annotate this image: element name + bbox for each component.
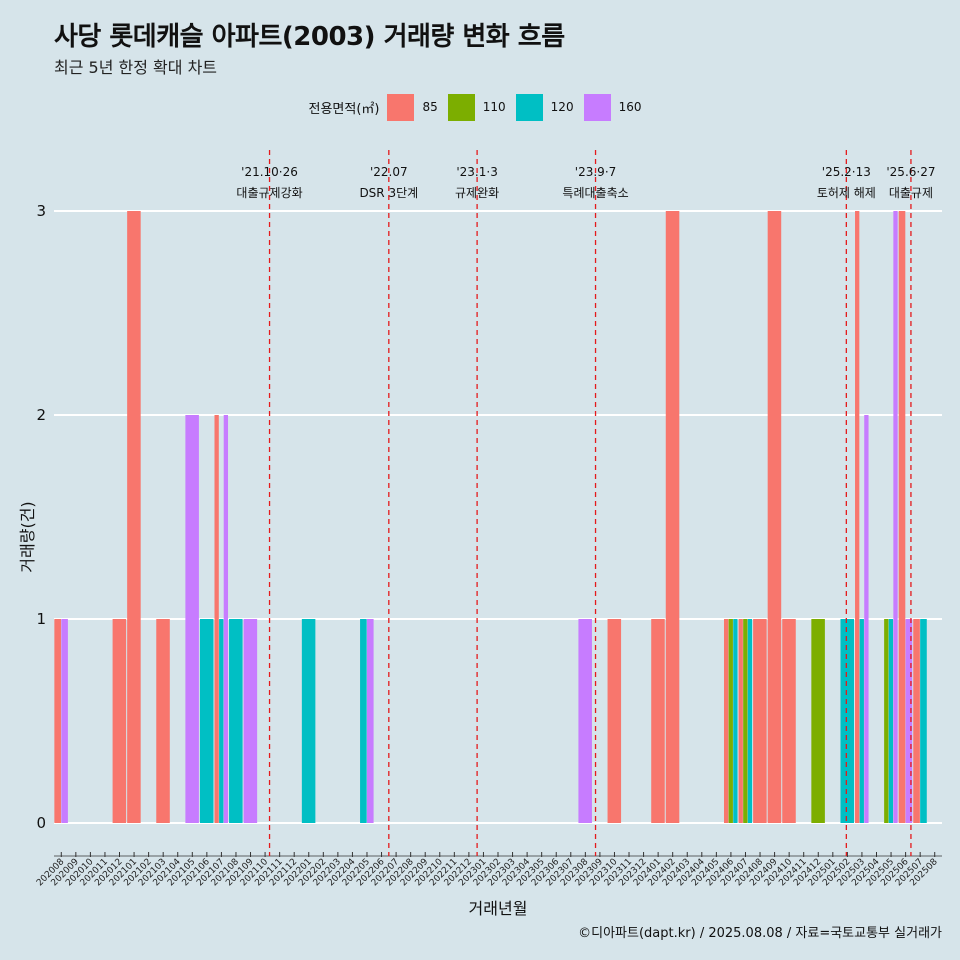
event-date-label: '25.2·13 xyxy=(822,165,871,179)
bar-202402-85 xyxy=(665,211,680,823)
legend-swatch-110 xyxy=(447,93,475,121)
bar-202407-85 xyxy=(738,619,743,823)
legend-item-120: 120 xyxy=(515,93,574,121)
event-text-label: 규제완화 xyxy=(455,186,499,200)
legend-title: 전용면적(㎡) xyxy=(308,101,380,117)
bar-202308-160 xyxy=(578,619,592,823)
event-date-label: '23.1·3 xyxy=(456,165,497,179)
event-date-label: '23.9·7 xyxy=(575,165,616,179)
bar-202101-85 xyxy=(127,211,141,823)
bar-202505-110 xyxy=(884,619,889,823)
bar-202505-120 xyxy=(888,619,894,823)
event-text-label: DSR 3단계 xyxy=(359,186,418,200)
bar-202105-160 xyxy=(185,415,199,823)
bar-202412-110 xyxy=(811,619,825,823)
bar-202106-120 xyxy=(199,619,214,823)
bar-202503-120 xyxy=(859,619,864,823)
bar-202205-120 xyxy=(360,619,367,823)
bar-202201-120 xyxy=(301,619,316,823)
y-tick-label: 3 xyxy=(36,202,46,220)
legend-label-110: 110 xyxy=(482,100,506,114)
source-caption: ©디아파트(dapt.kr) / 2025.08.08 / 자료=국토교통부 실… xyxy=(578,926,942,941)
event-text-label: 대출규제강화 xyxy=(236,186,302,200)
bar-202407-120 xyxy=(747,619,753,823)
chart-title: 사당 롯데캐슬 아파트(2003) 거래량 변화 흐름 xyxy=(54,22,565,52)
event-text-label: 토허제 해제 xyxy=(817,186,876,200)
y-tick-label: 1 xyxy=(36,610,46,628)
bar-202109-160 xyxy=(243,619,258,823)
event-text-label: 대출규제 xyxy=(889,186,933,200)
legend-label-120: 120 xyxy=(550,100,574,114)
bar-202409-85 xyxy=(767,211,782,823)
bar-202008-85 xyxy=(54,619,61,823)
bar-202108-120 xyxy=(229,619,243,823)
bar-202506-85 xyxy=(898,211,906,823)
bar-202205-160 xyxy=(366,619,374,823)
bar-202401-85 xyxy=(651,619,665,823)
bar-202410-85 xyxy=(782,619,796,823)
bar-202506-160 xyxy=(905,619,913,823)
event-date-label: '22.07 xyxy=(370,165,408,179)
bar-202507-120 xyxy=(920,619,927,823)
legend-item-85: 85 xyxy=(387,93,438,121)
bar-202107-85 xyxy=(214,415,219,823)
bar-202406-110 xyxy=(728,619,733,823)
bar-202310-85 xyxy=(607,619,622,823)
legend-item-160: 160 xyxy=(583,93,642,121)
bar-202502-120 xyxy=(840,619,854,823)
bar-202406-120 xyxy=(733,619,738,823)
legend-label-160: 160 xyxy=(618,100,642,114)
event-date-label: '21.10·26 xyxy=(241,165,298,179)
legend-swatch-85 xyxy=(387,93,415,121)
chart-subtitle: 최근 5년 한정 확대 차트 xyxy=(54,58,218,77)
bar-202008-160 xyxy=(61,619,68,823)
legend-item-110: 110 xyxy=(447,93,506,121)
x-axis-title: 거래년월 xyxy=(469,899,528,918)
legend-swatch-160 xyxy=(583,93,611,121)
bar-202503-85 xyxy=(855,211,860,823)
bar-202505-160 xyxy=(893,211,898,823)
legend: 전용면적(㎡) 85 110 120 160 xyxy=(0,93,960,121)
legend-label-85: 85 xyxy=(422,100,438,114)
event-date-label: '25.6·27 xyxy=(886,165,935,179)
legend-swatch-120 xyxy=(515,93,543,121)
y-tick-label: 0 xyxy=(36,814,46,832)
bar-202103-85 xyxy=(156,619,170,823)
bar-202406-85 xyxy=(724,619,729,823)
bar-202408-85 xyxy=(753,619,767,823)
y-axis-title: 거래량(건) xyxy=(18,501,37,572)
bar-202407-110 xyxy=(743,619,748,823)
bar-202503-160 xyxy=(864,415,869,823)
y-tick-label: 2 xyxy=(36,406,46,424)
bar-202507-85 xyxy=(913,619,920,823)
bar-202107-160 xyxy=(223,415,229,823)
event-text-label: 특례대출축소 xyxy=(562,186,628,200)
bar-202012-85 xyxy=(112,619,127,823)
bar-202107-120 xyxy=(219,619,224,823)
